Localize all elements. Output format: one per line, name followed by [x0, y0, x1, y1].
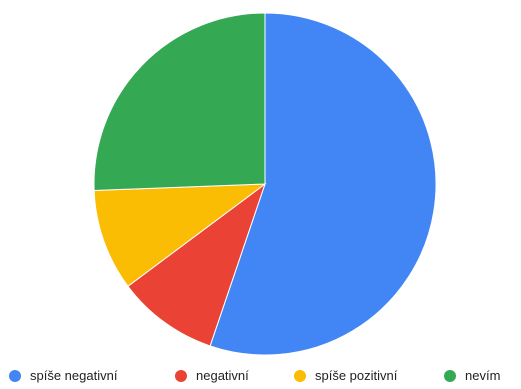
pie-slice-3[interactable] — [93, 183, 267, 287]
legend-swatch — [294, 370, 306, 382]
legend-item-3[interactable]: spíše pozitivní — [294, 368, 398, 383]
legend-item-1[interactable]: spíše negativní — [9, 368, 118, 383]
legend-label: spíše negativní — [30, 368, 118, 383]
pie-slices — [93, 12, 437, 356]
legend-label: spíše pozitivní — [315, 368, 398, 383]
pie-slice-4[interactable] — [93, 12, 266, 191]
legend-item-2[interactable]: negativní — [175, 368, 249, 383]
legend-label: negativní — [196, 368, 249, 383]
legend-swatch — [175, 370, 187, 382]
pie-slice-1[interactable] — [209, 12, 437, 356]
pie-slice-2[interactable] — [127, 182, 266, 347]
legend-swatch — [444, 370, 456, 382]
legend-item-4[interactable]: nevím — [444, 368, 500, 383]
legend-swatch — [9, 370, 21, 382]
legend: spíše negativní negativní spíše pozitivní n… — [9, 368, 500, 383]
legend-label: nevím — [465, 368, 500, 383]
